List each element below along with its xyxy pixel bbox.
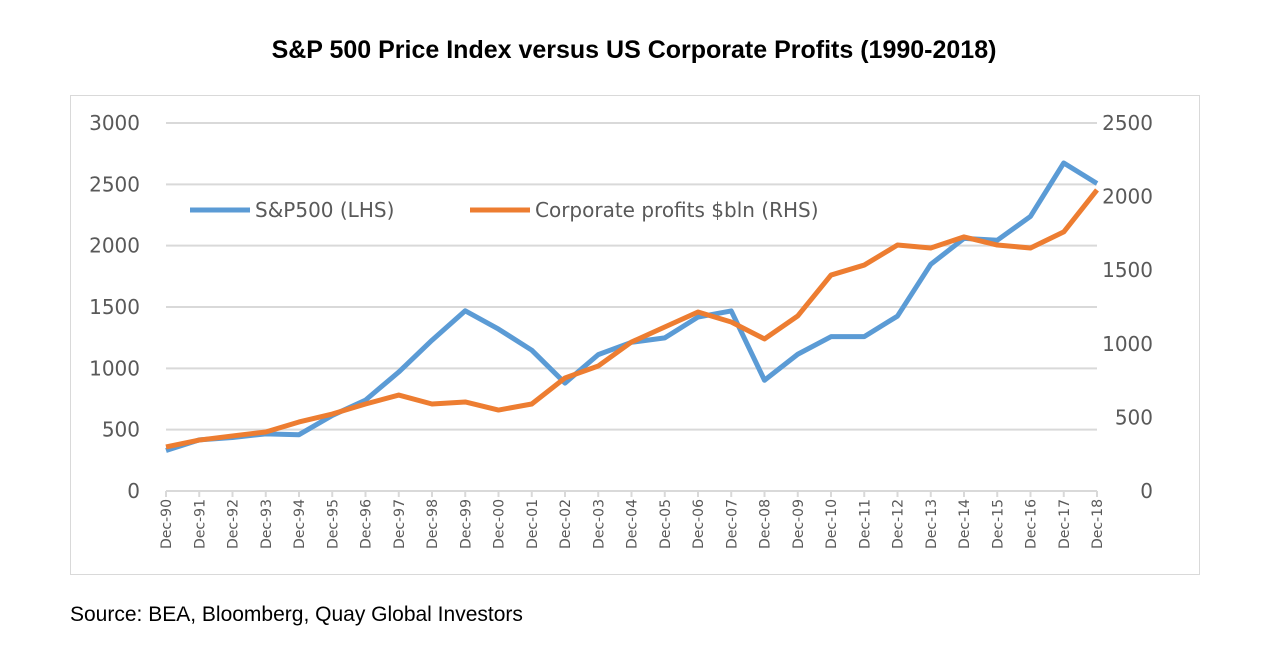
x-tick-label: Dec-98 bbox=[425, 499, 441, 549]
series-line-corporate-profits bbox=[165, 188, 1099, 450]
left-tick-label: 0 bbox=[127, 479, 140, 503]
x-tick-label: Dec-10 bbox=[824, 499, 840, 549]
x-tick-label: Dec-07 bbox=[724, 499, 740, 549]
right-tick-label: 1000 bbox=[1102, 332, 1153, 356]
x-tick-label: Dec-15 bbox=[990, 499, 1006, 549]
x-tick-label: Dec-90 bbox=[159, 499, 175, 549]
left-tick-label: 2500 bbox=[89, 172, 140, 196]
chart-title: S&P 500 Price Index versus US Corporate … bbox=[271, 36, 997, 64]
left-tick-label: 500 bbox=[102, 418, 140, 442]
x-tick-label: Dec-09 bbox=[791, 499, 807, 549]
x-tick-label: Dec-17 bbox=[1057, 499, 1073, 549]
right-tick-label: 0 bbox=[1140, 479, 1153, 503]
left-tick-label: 3000 bbox=[89, 111, 140, 135]
source-note: Source: BEA, Bloomberg, Quay Global Inve… bbox=[70, 603, 523, 626]
legend-label: Corporate profits $bln (RHS) bbox=[535, 198, 819, 222]
left-tick-label: 1500 bbox=[89, 295, 140, 319]
x-tick-label: Dec-14 bbox=[957, 499, 973, 549]
x-tick-label: Dec-97 bbox=[392, 499, 408, 549]
x-tick-label: Dec-93 bbox=[259, 499, 275, 549]
x-tick-label: Dec-00 bbox=[492, 499, 508, 549]
x-tick-label: Dec-12 bbox=[891, 499, 907, 549]
x-tick-label: Dec-06 bbox=[691, 499, 707, 549]
chart-frame bbox=[70, 95, 1200, 575]
left-tick-label: 1000 bbox=[89, 356, 140, 380]
x-tick-label: Dec-04 bbox=[625, 499, 641, 549]
x-tick-label: Dec-96 bbox=[359, 499, 375, 549]
x-tick-label: Dec-03 bbox=[591, 499, 607, 549]
x-tick-label: Dec-99 bbox=[458, 499, 474, 549]
x-tick-label: Dec-94 bbox=[292, 499, 308, 549]
right-tick-label: 1500 bbox=[1102, 258, 1153, 282]
x-tick-label: Dec-16 bbox=[1024, 499, 1040, 549]
x-tick-label: Dec-08 bbox=[758, 499, 774, 549]
right-tick-label: 2500 bbox=[1102, 111, 1153, 135]
x-tick-label: Dec-05 bbox=[658, 499, 674, 549]
right-tick-label: 2000 bbox=[1102, 185, 1153, 209]
x-tick-label: Dec-95 bbox=[325, 499, 341, 549]
x-tick-label: Dec-02 bbox=[558, 499, 574, 549]
x-tick-label: Dec-01 bbox=[525, 499, 541, 549]
left-tick-label: 2000 bbox=[89, 234, 140, 258]
x-tick-label: Dec-11 bbox=[857, 499, 873, 549]
right-tick-label: 500 bbox=[1115, 405, 1153, 429]
x-tick-label: Dec-92 bbox=[226, 499, 242, 549]
x-tick-label: Dec-18 bbox=[1090, 499, 1106, 549]
x-tick-label: Dec-91 bbox=[192, 499, 208, 549]
x-tick-label: Dec-13 bbox=[924, 499, 940, 549]
legend-label: S&P500 (LHS) bbox=[255, 198, 394, 222]
